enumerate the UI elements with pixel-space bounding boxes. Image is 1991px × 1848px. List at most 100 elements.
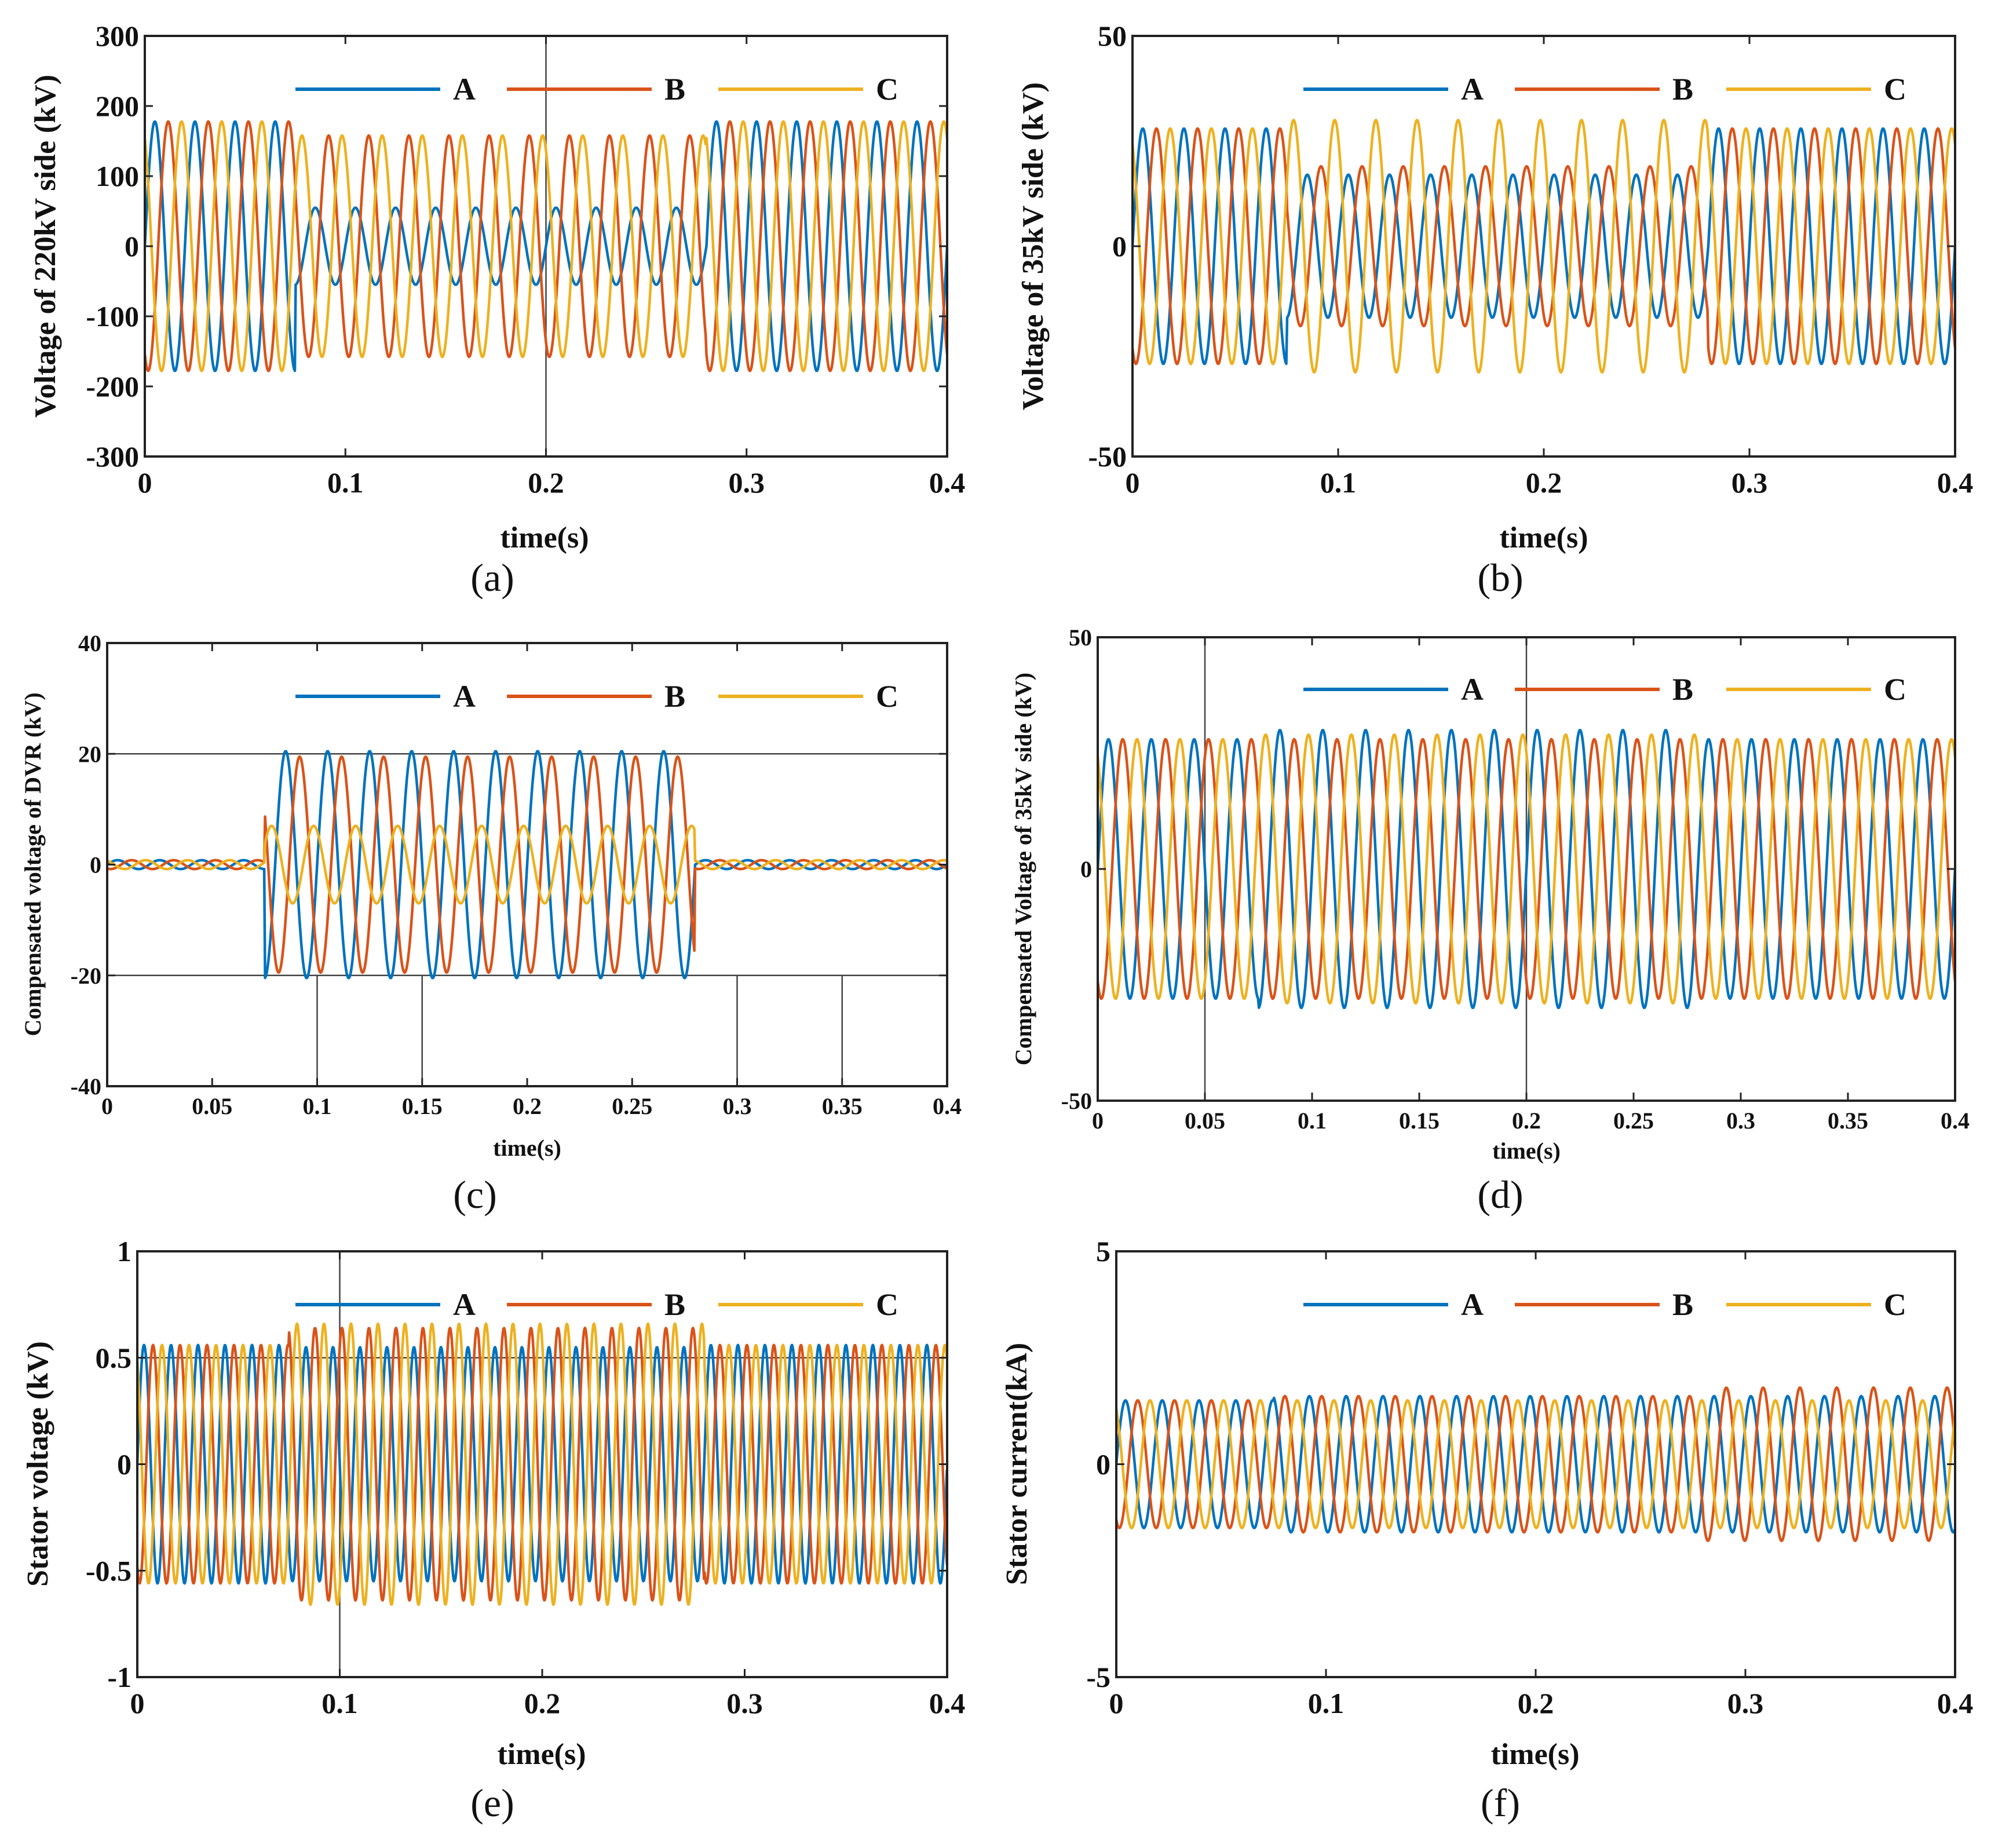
legend-label-a: A (453, 679, 476, 714)
series-a-line (1133, 127, 1955, 366)
x-axis-label: time(s) (1490, 1738, 1579, 1771)
y-tick-label: -5 (1086, 1661, 1110, 1693)
series-a-line (107, 750, 947, 980)
x-tick-label: 0.2 (524, 1687, 561, 1719)
series-b-line (1098, 737, 1955, 1000)
x-tick-label: 0.2 (513, 1093, 542, 1119)
series-c-line (1116, 1399, 1955, 1529)
x-tick-label: 0 (101, 1093, 113, 1119)
x-tick-label: 0 (1092, 1108, 1104, 1134)
series-b-line (1116, 1386, 1955, 1543)
chart-d: 0 0.05 0.1 0.15 0.2 0.25 0.3 0.35 0.4-50050time(… (1010, 624, 1970, 1217)
y-axis-label: Stator voltage (kV) (21, 1341, 54, 1587)
y-tick-label: 1 (117, 1235, 131, 1268)
y-tick-label: -20 (71, 963, 101, 989)
x-tick-label: 0.3 (723, 1093, 752, 1119)
y-tick-label: 0 (1096, 1448, 1110, 1481)
chart-c: 0 0.05 0.1 0.15 0.2 0.25 0.3 0.35 0.4 -40 -20 0 20 40… (20, 630, 962, 1217)
y-axis-label: Compensated voltage of DVR (kV) (20, 692, 46, 1036)
x-tick-label: 0.35 (1828, 1108, 1868, 1134)
panel-caption: (c) (453, 1173, 496, 1217)
x-tick-label: 0.4 (929, 1687, 966, 1719)
x-tick-label: 0 (138, 466, 152, 499)
series-b-line (107, 755, 947, 974)
x-tick-label: 0.1 (1320, 466, 1357, 499)
x-axis-label: time(s) (497, 1738, 586, 1771)
legend-label-a: A (453, 1287, 476, 1322)
legend-label-a: A (1461, 1287, 1484, 1322)
y-tick-label: 0 (1080, 856, 1092, 882)
y-tick-label: 20 (78, 741, 101, 767)
x-tick-label: 0.4 (1937, 466, 1974, 499)
x-tick-label: 0 (1126, 466, 1140, 499)
x-tick-label: 0.1 (1298, 1108, 1327, 1134)
x-tick-label: 0.1 (327, 466, 364, 499)
x-tick-label: 0.1 (322, 1687, 358, 1719)
x-tick-label: 0.35 (822, 1093, 863, 1119)
x-tick-label: 0.15 (1399, 1108, 1440, 1134)
y-tick-label: 300 (96, 20, 139, 52)
x-axis-label: time(s) (500, 521, 589, 554)
x-tick-label: 0 (1109, 1687, 1124, 1719)
y-tick-label: -50 (1061, 1088, 1092, 1114)
y-tick-label: 100 (96, 160, 139, 192)
y-tick-label: 200 (96, 90, 139, 122)
y-tick-label: -0.5 (86, 1554, 131, 1587)
panel-caption: (e) (470, 1781, 514, 1825)
legend-label-c: C (1884, 72, 1906, 107)
x-tick-label: 0.4 (1937, 1687, 1974, 1719)
x-axis-label: time(s) (1499, 521, 1588, 554)
y-tick-label: -100 (86, 300, 139, 333)
legend-label-a: A (1461, 672, 1484, 707)
panel-caption: (a) (470, 556, 514, 600)
x-tick-label: 0.2 (528, 466, 564, 499)
x-tick-label: 0.1 (1308, 1687, 1345, 1719)
y-axis-label: Voltage of 220kV side (kV) (29, 75, 62, 418)
legend-label-b: B (1672, 72, 1693, 107)
series-b-line (137, 1327, 947, 1602)
x-tick-label: 0.25 (612, 1093, 652, 1119)
x-tick-label: 0.4 (929, 466, 966, 499)
y-tick-label: -300 (86, 440, 139, 473)
legend-label-c: C (876, 679, 898, 714)
y-axis-label: Compensated Voltage of 35kV side (kV) (1010, 673, 1036, 1065)
y-tick-label: 50 (1098, 20, 1127, 52)
legend-label-b: B (664, 1287, 685, 1322)
y-tick-label: 40 (78, 630, 101, 656)
y-tick-label: -40 (71, 1073, 101, 1100)
y-tick-label: 0 (1112, 230, 1127, 262)
series-c-line (1098, 733, 1955, 1005)
x-tick-label: 0 (130, 1687, 145, 1719)
y-tick-label: -200 (86, 370, 139, 403)
legend-label-c: C (876, 1287, 898, 1322)
x-tick-label: 0.2 (1518, 1687, 1554, 1719)
chart-e: 0 0.1 0.2 0.3 0.4 -1 -0.5 0 0.5 1 time(s) Stator vo… (21, 1235, 965, 1825)
legend-label-c: C (1884, 1287, 1906, 1322)
legend-label-a: A (1461, 72, 1484, 107)
y-tick-label: 0 (117, 1448, 131, 1481)
series-b-line (145, 120, 947, 372)
x-tick-label: 0.3 (729, 466, 765, 499)
legend-label-b: B (1672, 672, 1693, 707)
x-tick-label: 0.3 (1726, 1108, 1755, 1134)
y-tick-label: -50 (1088, 440, 1127, 473)
legend-label-a: A (453, 72, 476, 107)
x-tick-label: 0.1 (303, 1093, 332, 1119)
series-c-line (107, 824, 947, 905)
x-tick-label: 0.4 (1941, 1108, 1970, 1134)
y-axis-label: Stator current(kA) (1000, 1343, 1033, 1585)
x-tick-label: 0.4 (933, 1093, 962, 1119)
x-tick-label: 0.15 (402, 1093, 443, 1119)
series-c-line (137, 1322, 947, 1606)
series-a-line (145, 120, 947, 372)
series-a-line (137, 1343, 947, 1585)
series-a-line (1098, 729, 1955, 1009)
panel-caption: (b) (1477, 556, 1523, 600)
x-tick-label: 0.05 (192, 1093, 232, 1119)
chart-a: 0 0.1 0.2 0.3 0.4 -300 -200 -100 0 100 200 300 time(… (29, 20, 965, 600)
y-axis-label: Voltage of 35kV side (kV) (1017, 82, 1050, 410)
x-tick-label: 0.05 (1185, 1108, 1225, 1134)
x-axis-label: time(s) (1492, 1138, 1561, 1164)
